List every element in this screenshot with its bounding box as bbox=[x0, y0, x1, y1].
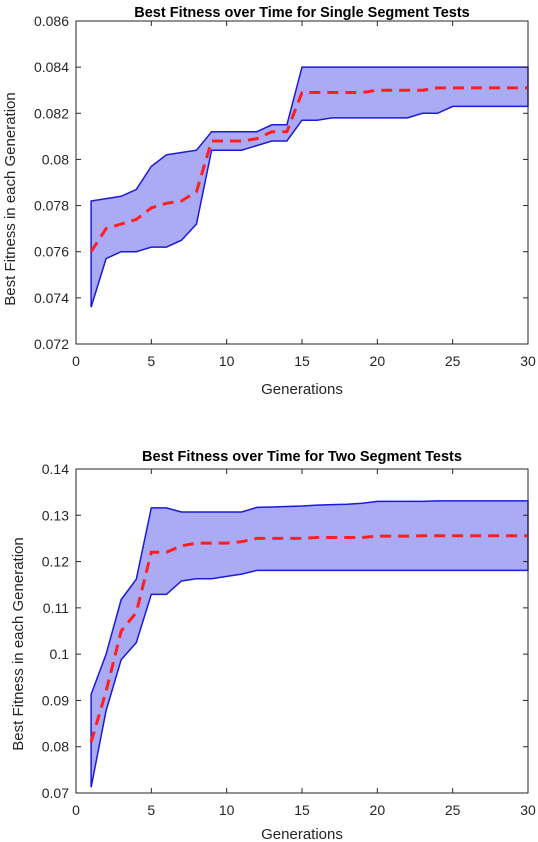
x-tick-label: 10 bbox=[219, 353, 235, 369]
x-axis-ticks: 0 5 10 15 20 25 30 bbox=[72, 469, 536, 818]
y-tick-label: 0.072 bbox=[34, 336, 69, 352]
x-tick-label: 5 bbox=[147, 802, 155, 818]
y-tick-label: 0.084 bbox=[34, 59, 69, 75]
fitness-band-group bbox=[90, 500, 529, 788]
y-tick-label: 0.09 bbox=[42, 692, 69, 708]
x-axis-label: Generations bbox=[261, 826, 343, 842]
y-axis-ticks: 0.072 0.074 0.076 0.078 0.08 0.082 0.084 0.086 bbox=[34, 13, 528, 352]
y-tick-label: 0.07 bbox=[42, 785, 69, 801]
y-tick-label: 0.074 bbox=[34, 290, 69, 306]
y-tick-label: 0.076 bbox=[34, 244, 69, 260]
fitness-band-group bbox=[90, 66, 529, 308]
x-axis-ticks: 0 5 10 15 20 25 30 bbox=[72, 21, 536, 369]
x-tick-label: 10 bbox=[219, 802, 235, 818]
y-tick-label: 0.13 bbox=[42, 507, 69, 523]
chart-title: Best Fitness over Time for Two Segment T… bbox=[142, 449, 462, 465]
x-tick-label: 20 bbox=[370, 353, 386, 369]
y-axis-ticks: 0.07 0.08 0.09 0.1 0.11 0.12 0.13 0.14 bbox=[42, 461, 528, 801]
fitness-range-band bbox=[90, 66, 529, 308]
y-tick-label: 0.14 bbox=[42, 461, 69, 477]
x-tick-label: 30 bbox=[520, 802, 536, 818]
y-axis-label: Best Fitness in each Generation bbox=[2, 92, 19, 305]
y-tick-label: 0.1 bbox=[50, 646, 70, 662]
median-fitness-line bbox=[89, 534, 528, 743]
y-tick-label: 0.12 bbox=[42, 554, 69, 570]
x-tick-label: 0 bbox=[72, 353, 80, 369]
y-tick-label: 0.08 bbox=[42, 739, 69, 755]
x-axis-label: Generations bbox=[261, 381, 343, 398]
median-line-group bbox=[89, 86, 528, 253]
chart-title: Best Fitness over Time for Single Segmen… bbox=[134, 5, 469, 21]
x-tick-label: 5 bbox=[147, 353, 155, 369]
y-tick-label: 0.086 bbox=[34, 13, 69, 29]
median-fitness-line bbox=[89, 86, 528, 253]
y-tick-label: 0.11 bbox=[43, 600, 69, 616]
x-tick-label: 25 bbox=[445, 353, 461, 369]
x-tick-label: 0 bbox=[72, 802, 80, 818]
fitness-range-band bbox=[90, 500, 529, 788]
y-axis-label: Best Fitness in each Generation bbox=[10, 537, 27, 750]
x-tick-label: 15 bbox=[294, 353, 310, 369]
y-tick-label: 0.08 bbox=[42, 151, 69, 167]
x-tick-label: 15 bbox=[294, 802, 310, 818]
y-tick-label: 0.082 bbox=[34, 105, 69, 121]
x-tick-label: 20 bbox=[370, 802, 386, 818]
chart-single-segment: Best Fitness over Time for Single Segmen… bbox=[2, 5, 536, 398]
x-tick-label: 25 bbox=[445, 802, 461, 818]
median-line-group bbox=[89, 534, 528, 743]
y-tick-label: 0.078 bbox=[34, 198, 69, 214]
chart-two-segment: Best Fitness over Time for Two Segment T… bbox=[10, 449, 536, 842]
x-tick-label: 30 bbox=[520, 353, 536, 369]
